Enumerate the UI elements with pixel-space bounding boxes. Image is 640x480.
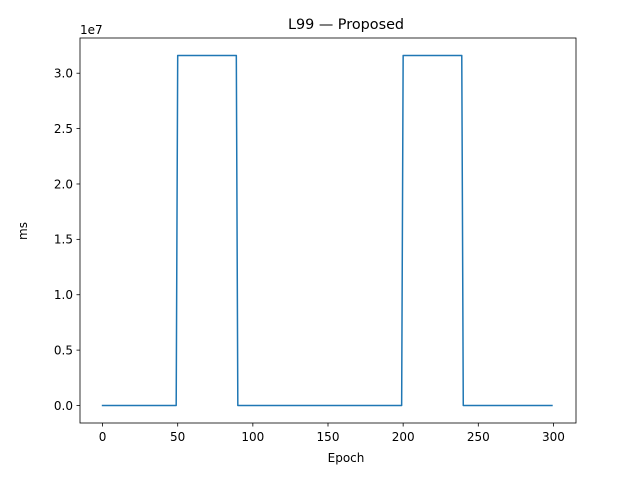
- chart-title: L99 — Proposed: [288, 17, 404, 33]
- y-axis-label: ms: [16, 222, 30, 240]
- x-axis-label: Epoch: [328, 451, 365, 465]
- x-tick-label: 150: [317, 430, 340, 444]
- y-tick-label: 1.5: [54, 233, 73, 247]
- y-tick-label: 0.0: [54, 399, 73, 413]
- x-tick-label: 200: [392, 430, 415, 444]
- x-tick-label: 0: [99, 430, 107, 444]
- x-tick-label: 250: [467, 430, 490, 444]
- series-line: [101, 54, 553, 407]
- y-axis-offset-label: 1e7: [80, 23, 103, 37]
- y-tick-label: 1.0: [54, 288, 73, 302]
- x-tick-label: 100: [241, 430, 264, 444]
- tick-layer: 0 50 100 150 200 250 300 0.0 0.5 1.0 1.5 2.0 2.5 3.0: [54, 67, 565, 444]
- axes-frame: [79, 37, 577, 424]
- plot-area: 0 50 100 150 200 250 300 0.0 0.5 1.0 1.5 2.0 2.5 3.0: [54, 37, 577, 444]
- series-layer: [101, 54, 553, 407]
- x-tick-label: 300: [542, 430, 565, 444]
- y-tick-label: 3.0: [54, 67, 73, 81]
- y-tick-label: 0.5: [54, 343, 73, 357]
- y-tick-label: 2.5: [54, 122, 73, 136]
- y-tick-label: 2.0: [54, 177, 73, 191]
- x-tick-label: 50: [170, 430, 185, 444]
